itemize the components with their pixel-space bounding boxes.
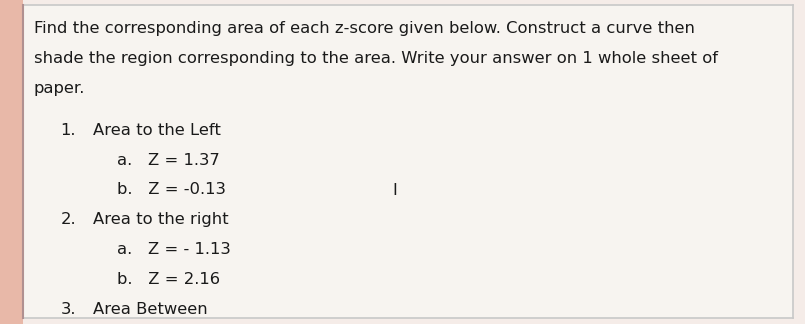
- Text: a.   Z = - 1.13: a. Z = - 1.13: [117, 242, 230, 257]
- Text: 3.: 3.: [60, 302, 76, 317]
- Text: 2.: 2.: [60, 212, 76, 227]
- Text: I: I: [392, 183, 397, 198]
- Bar: [0, 0, 23, 324]
- Text: Area to the Left: Area to the Left: [93, 123, 221, 138]
- Text: a.   Z = 1.37: a. Z = 1.37: [117, 153, 220, 168]
- Text: b.   Z = -0.13: b. Z = -0.13: [117, 182, 225, 197]
- Text: 1.: 1.: [60, 123, 76, 138]
- Text: shade the region corresponding to the area. Write your answer on 1 whole sheet o: shade the region corresponding to the ar…: [34, 51, 718, 66]
- Text: Area to the right: Area to the right: [93, 212, 228, 227]
- Text: b.   Z = 2.16: b. Z = 2.16: [117, 272, 220, 287]
- Text: Area Between: Area Between: [93, 302, 207, 317]
- Text: paper.: paper.: [34, 81, 85, 96]
- Text: Find the corresponding area of each z-score given below. Construct a curve then: Find the corresponding area of each z-sc…: [34, 21, 695, 36]
